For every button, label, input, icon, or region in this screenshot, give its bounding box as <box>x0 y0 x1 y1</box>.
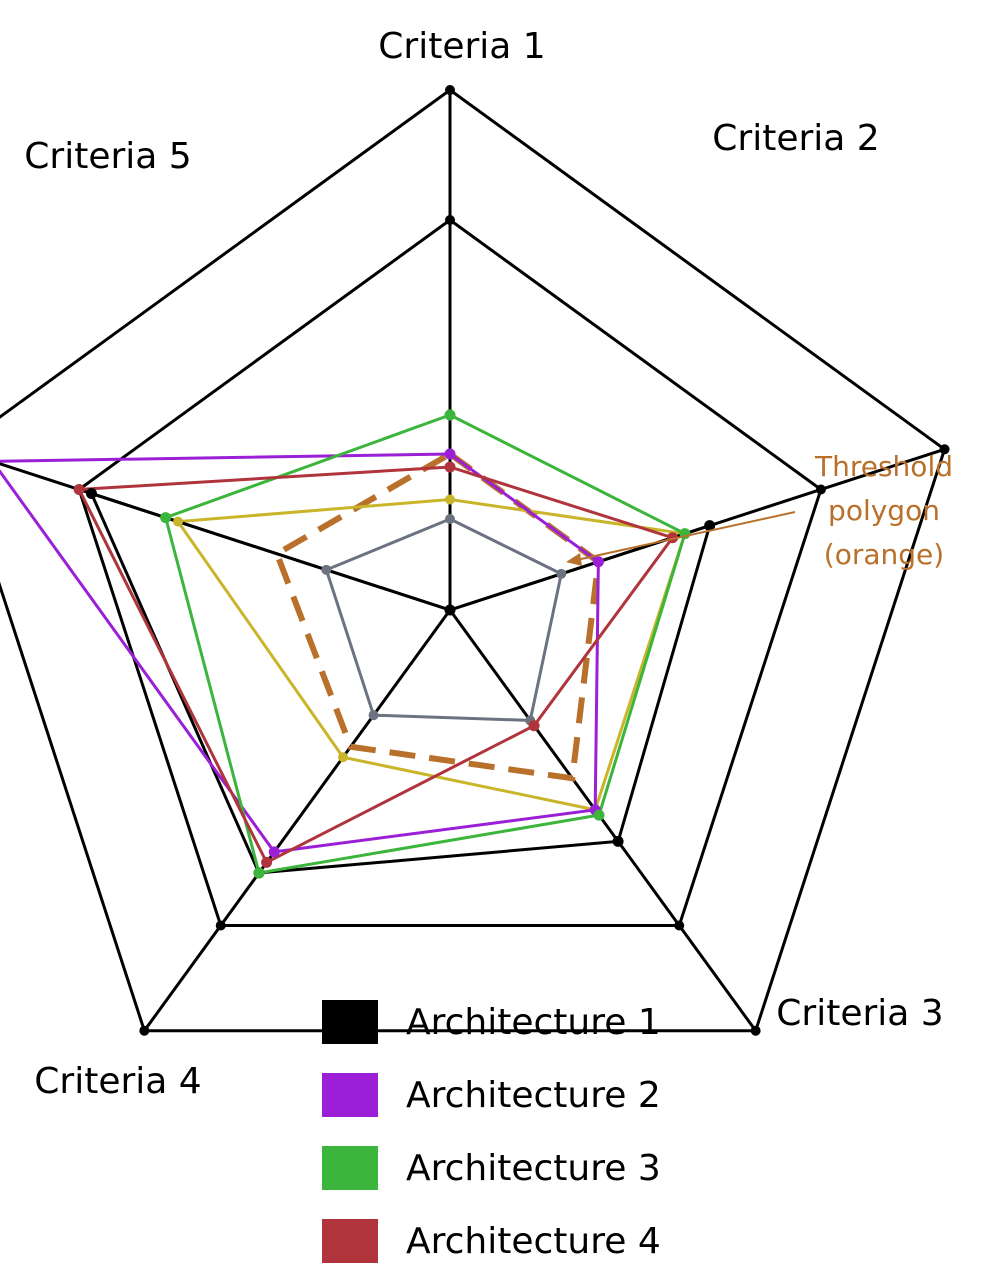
yellow-point <box>338 752 349 763</box>
series-architecture-4 <box>76 465 675 865</box>
point-architecture-2 <box>444 448 456 460</box>
point-architecture-4 <box>73 483 85 495</box>
axis-label-criteria-3: Criteria 3 <box>776 993 943 1034</box>
web-ring-3 <box>77 218 823 928</box>
legend-label-architecture-2: Architecture 2 <box>406 1075 661 1116</box>
axis-label-criteria-1: Criteria 1 <box>378 26 545 67</box>
annotation-line: Threshold <box>814 450 953 483</box>
axis-label-criteria-2: Criteria 2 <box>712 118 879 159</box>
point-architecture-4 <box>528 720 540 732</box>
axis-labels: Criteria 1 Criteria 2 Criteria 3 Criteria 4… <box>24 26 943 1102</box>
point-architecture-1 <box>85 488 97 500</box>
gray-point <box>556 568 567 579</box>
radar-web <box>0 85 950 1036</box>
legend-swatch-architecture-3 <box>322 1146 378 1190</box>
threshold-polygon <box>273 450 602 782</box>
legend-label-architecture-3: Architecture 3 <box>406 1148 661 1189</box>
annotation-arrow-line <box>571 511 796 562</box>
web-ring-4 <box>0 88 947 1033</box>
threshold-annotation: Threshold polygon (orange) <box>566 450 953 571</box>
point-architecture-2 <box>268 846 280 858</box>
series-architecture-2 <box>0 452 600 854</box>
point-architecture-1 <box>612 835 624 847</box>
yellow-point <box>445 494 455 505</box>
point-architecture-3 <box>444 409 456 421</box>
point-architecture-4 <box>444 461 456 473</box>
point-architecture-3 <box>253 867 265 879</box>
axis-label-criteria-5: Criteria 5 <box>24 136 191 177</box>
point-architecture-2 <box>592 556 604 568</box>
point-architecture-3 <box>160 512 172 524</box>
series-polygons <box>0 413 712 875</box>
legend-swatch-architecture-2 <box>322 1073 378 1117</box>
spoke-5 <box>0 462 451 612</box>
gray-point <box>368 710 379 721</box>
yellow-point <box>172 516 183 527</box>
legend-label-architecture-1: Architecture 1 <box>406 1002 661 1043</box>
gray-polygon <box>324 517 563 722</box>
point-architecture-4 <box>261 856 273 868</box>
spoke-3 <box>448 609 757 1032</box>
annotation-line: polygon <box>828 494 940 527</box>
legend-swatch-architecture-1 <box>322 1000 378 1044</box>
legend: Architecture 1 Architecture 2 Architecture… <box>322 1000 661 1263</box>
series-architecture-3 <box>163 413 687 875</box>
gray-point <box>445 514 455 524</box>
spoke-4 <box>143 609 452 1032</box>
annotation-line: (orange) <box>824 538 944 571</box>
annotation-arrow-head <box>566 553 582 566</box>
legend-swatch-architecture-4 <box>322 1219 378 1263</box>
axis-label-criteria-4: Criteria 4 <box>34 1061 201 1102</box>
legend-label-architecture-4: Architecture 4 <box>406 1221 661 1262</box>
series-points <box>73 409 716 879</box>
gray-point <box>321 564 332 575</box>
point-architecture-1 <box>444 604 456 616</box>
point-architecture-3 <box>593 809 605 821</box>
extra-polygons <box>175 450 687 812</box>
point-architecture-1 <box>704 520 716 532</box>
